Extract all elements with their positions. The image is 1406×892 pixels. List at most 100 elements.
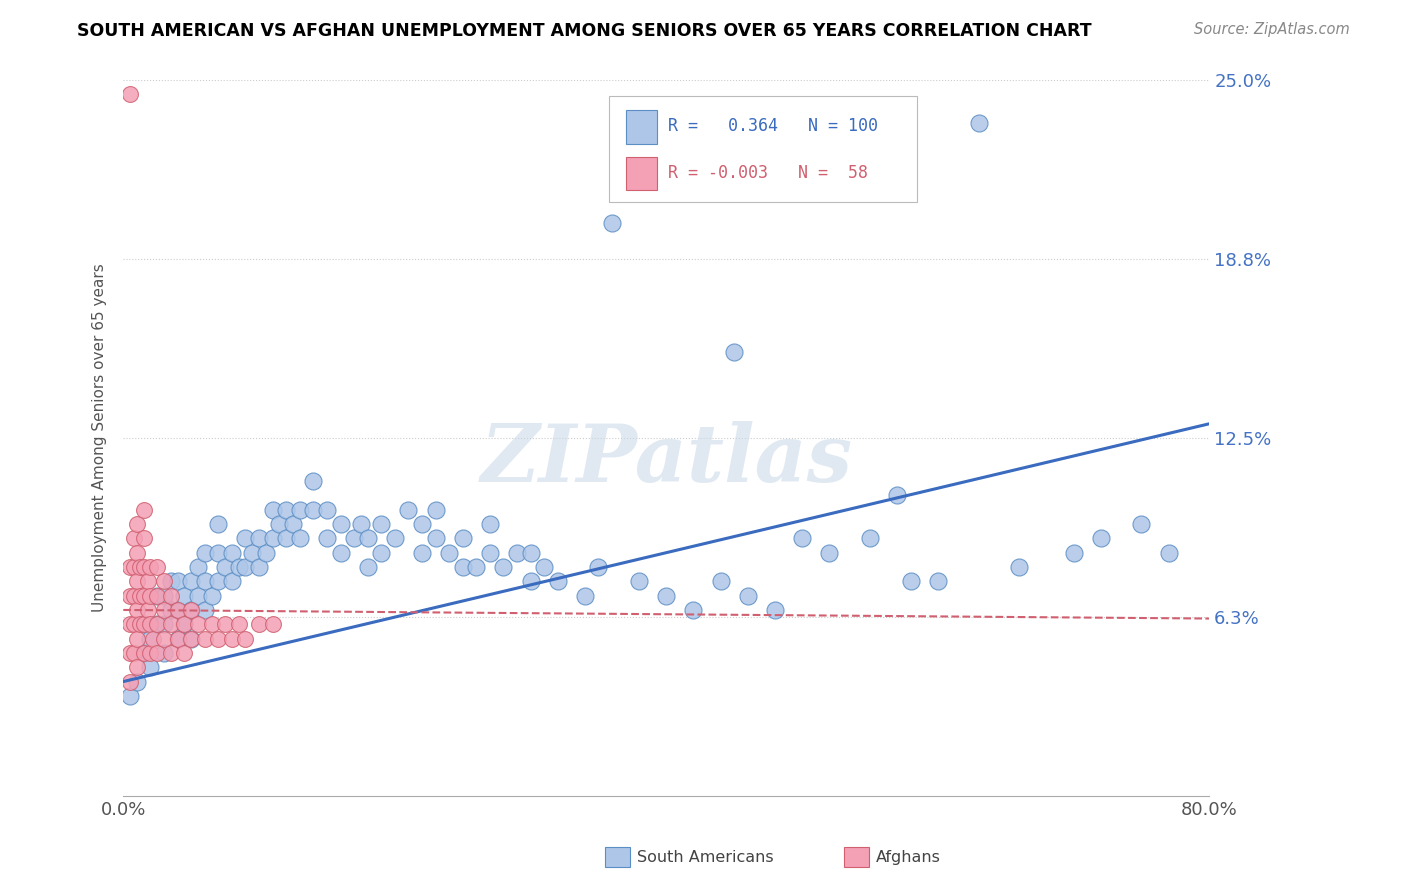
Text: R = -0.003   N =  58: R = -0.003 N = 58 bbox=[668, 164, 868, 182]
Point bbox=[200, 617, 222, 632]
Point bbox=[214, 560, 236, 574]
Point bbox=[173, 589, 195, 603]
Point bbox=[247, 560, 270, 574]
Point bbox=[194, 574, 217, 589]
Point bbox=[187, 560, 209, 574]
Point bbox=[710, 574, 733, 589]
Point bbox=[1130, 516, 1153, 531]
Point bbox=[159, 646, 181, 660]
Point bbox=[228, 617, 250, 632]
Point bbox=[153, 617, 176, 632]
Point bbox=[128, 560, 150, 574]
Point bbox=[153, 603, 176, 617]
Text: ZIPatlas: ZIPatlas bbox=[481, 421, 852, 499]
Point bbox=[146, 560, 169, 574]
Point bbox=[886, 488, 908, 502]
Point bbox=[682, 603, 704, 617]
Point bbox=[132, 617, 155, 632]
Point bbox=[136, 603, 159, 617]
Point bbox=[628, 574, 651, 589]
Point bbox=[302, 502, 325, 516]
Point bbox=[207, 516, 229, 531]
Point bbox=[370, 516, 392, 531]
Point bbox=[818, 546, 841, 560]
Point bbox=[122, 617, 145, 632]
Point bbox=[288, 502, 311, 516]
Point bbox=[122, 646, 145, 660]
Point bbox=[146, 589, 169, 603]
Point bbox=[180, 632, 202, 646]
Point bbox=[139, 660, 162, 674]
Point bbox=[125, 674, 148, 689]
Text: SOUTH AMERICAN VS AFGHAN UNEMPLOYMENT AMONG SENIORS OVER 65 YEARS CORRELATION CH: SOUTH AMERICAN VS AFGHAN UNEMPLOYMENT AM… bbox=[77, 22, 1092, 40]
Point bbox=[166, 603, 188, 617]
Point bbox=[125, 632, 148, 646]
Point bbox=[927, 574, 949, 589]
Point bbox=[357, 560, 380, 574]
Point bbox=[132, 502, 155, 516]
Point bbox=[139, 560, 162, 574]
Point bbox=[125, 546, 148, 560]
Point bbox=[153, 632, 176, 646]
Point bbox=[194, 546, 217, 560]
Point bbox=[329, 516, 352, 531]
Point bbox=[240, 546, 263, 560]
Point bbox=[128, 589, 150, 603]
Point bbox=[159, 589, 181, 603]
Point bbox=[357, 532, 380, 546]
Point bbox=[153, 589, 176, 603]
Point bbox=[166, 632, 188, 646]
Point bbox=[228, 560, 250, 574]
Point bbox=[132, 589, 155, 603]
Point bbox=[288, 532, 311, 546]
Point bbox=[153, 646, 176, 660]
Point bbox=[142, 632, 165, 646]
Point bbox=[207, 574, 229, 589]
Point bbox=[492, 560, 515, 574]
Point bbox=[132, 560, 155, 574]
Point bbox=[737, 589, 759, 603]
Point bbox=[207, 632, 229, 646]
Point bbox=[132, 646, 155, 660]
Point bbox=[235, 532, 257, 546]
Point bbox=[139, 589, 162, 603]
Point bbox=[519, 574, 541, 589]
Point bbox=[574, 589, 596, 603]
Point bbox=[900, 574, 922, 589]
Point bbox=[235, 632, 257, 646]
Point bbox=[214, 617, 236, 632]
Point bbox=[425, 532, 447, 546]
Point bbox=[588, 560, 610, 574]
Point bbox=[146, 589, 169, 603]
Point bbox=[247, 617, 270, 632]
Point bbox=[125, 574, 148, 589]
Text: South Americans: South Americans bbox=[637, 850, 773, 864]
Point bbox=[329, 546, 352, 560]
Point bbox=[194, 603, 217, 617]
Point bbox=[967, 116, 990, 130]
Point bbox=[465, 560, 488, 574]
Point bbox=[478, 516, 501, 531]
Point bbox=[120, 646, 142, 660]
Point bbox=[194, 632, 217, 646]
Point bbox=[506, 546, 529, 560]
Point bbox=[519, 546, 541, 560]
Point bbox=[723, 345, 745, 359]
Point bbox=[547, 574, 569, 589]
Point bbox=[269, 516, 291, 531]
Point bbox=[139, 617, 162, 632]
Point bbox=[316, 532, 339, 546]
Point bbox=[276, 532, 298, 546]
Point bbox=[120, 689, 142, 703]
Point bbox=[1008, 560, 1031, 574]
Point bbox=[153, 574, 176, 589]
Point bbox=[411, 516, 433, 531]
Point bbox=[166, 632, 188, 646]
Point bbox=[302, 474, 325, 488]
Point bbox=[451, 532, 474, 546]
Point bbox=[125, 603, 148, 617]
Point bbox=[139, 632, 162, 646]
Point bbox=[437, 546, 460, 560]
Point bbox=[1090, 532, 1112, 546]
Point bbox=[221, 546, 243, 560]
